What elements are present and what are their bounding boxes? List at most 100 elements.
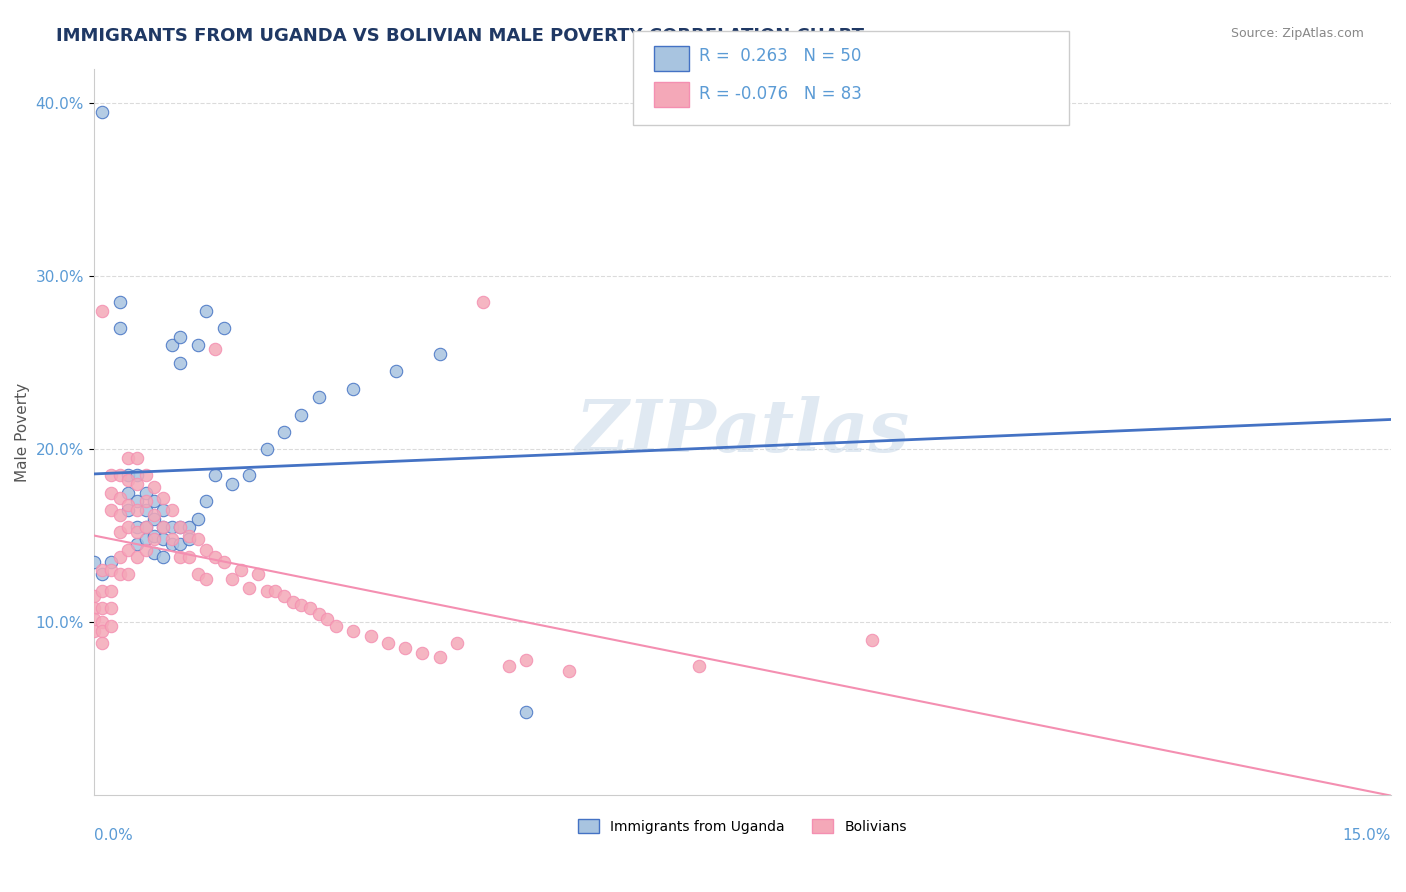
Point <box>83 601 105 615</box>
Point <box>108 321 131 335</box>
Point <box>125 503 148 517</box>
Point <box>221 476 243 491</box>
Point <box>135 494 157 508</box>
Point <box>100 584 122 599</box>
Point <box>108 295 131 310</box>
Point <box>83 555 105 569</box>
Point <box>152 520 174 534</box>
Point <box>152 520 174 534</box>
Point <box>187 533 209 547</box>
Point <box>204 549 226 564</box>
Point <box>143 529 166 543</box>
Text: 15.0%: 15.0% <box>1343 828 1391 843</box>
Point <box>117 520 139 534</box>
Y-axis label: Male Poverty: Male Poverty <box>15 383 30 482</box>
Point <box>308 390 330 404</box>
Point <box>385 364 408 378</box>
Point <box>91 615 114 630</box>
Point <box>160 503 183 517</box>
Text: R =  0.263   N = 50: R = 0.263 N = 50 <box>699 47 860 65</box>
Point <box>256 584 278 599</box>
Text: 0.0%: 0.0% <box>94 828 132 843</box>
Point <box>117 542 139 557</box>
Point <box>429 649 451 664</box>
Point <box>177 529 200 543</box>
Point <box>411 647 433 661</box>
Point <box>135 533 157 547</box>
Point <box>135 468 157 483</box>
Point <box>108 468 131 483</box>
Point <box>429 347 451 361</box>
Point <box>117 503 139 517</box>
Point <box>446 636 468 650</box>
Point <box>125 537 148 551</box>
Point <box>83 624 105 638</box>
Point <box>160 338 183 352</box>
Point <box>256 442 278 457</box>
Point <box>152 549 174 564</box>
Point <box>117 474 139 488</box>
Point <box>325 619 347 633</box>
Point <box>160 520 183 534</box>
Point <box>238 468 260 483</box>
Point <box>117 498 139 512</box>
Point <box>273 425 295 439</box>
Point <box>143 480 166 494</box>
Point <box>360 629 382 643</box>
Point <box>143 508 166 522</box>
Point <box>160 533 183 547</box>
Point <box>187 338 209 352</box>
Point <box>125 468 148 483</box>
Point <box>135 485 157 500</box>
Point <box>83 612 105 626</box>
Point <box>498 658 520 673</box>
Text: Source: ZipAtlas.com: Source: ZipAtlas.com <box>1230 27 1364 40</box>
Point <box>100 563 122 577</box>
Point <box>152 491 174 505</box>
Point <box>91 303 114 318</box>
Point <box>273 590 295 604</box>
Point <box>100 555 122 569</box>
Point <box>195 542 218 557</box>
Text: IMMIGRANTS FROM UGANDA VS BOLIVIAN MALE POVERTY CORRELATION CHART: IMMIGRANTS FROM UGANDA VS BOLIVIAN MALE … <box>56 27 865 45</box>
Point <box>83 590 105 604</box>
Point <box>281 594 304 608</box>
Point <box>515 653 537 667</box>
Point <box>100 503 122 517</box>
Point <box>169 549 191 564</box>
Point <box>117 566 139 581</box>
Point <box>204 468 226 483</box>
Point <box>169 520 191 534</box>
Point <box>394 641 416 656</box>
Point <box>169 520 191 534</box>
Point <box>117 468 139 483</box>
Point <box>221 572 243 586</box>
Point <box>125 476 148 491</box>
Point <box>177 549 200 564</box>
Point <box>108 491 131 505</box>
Point <box>229 563 252 577</box>
Point <box>125 450 148 465</box>
Point <box>143 546 166 560</box>
Point <box>117 485 139 500</box>
Point <box>91 624 114 638</box>
Point <box>143 533 166 547</box>
Point <box>91 584 114 599</box>
Point <box>135 520 157 534</box>
Point <box>135 520 157 534</box>
Point <box>377 636 399 650</box>
Point <box>100 468 122 483</box>
Point <box>108 525 131 540</box>
Point <box>125 549 148 564</box>
Point <box>91 601 114 615</box>
Point <box>143 511 166 525</box>
Point <box>860 632 883 647</box>
Point <box>688 658 710 673</box>
Point <box>342 624 364 638</box>
Point <box>187 511 209 525</box>
Point <box>108 549 131 564</box>
Point <box>264 584 287 599</box>
Point <box>187 566 209 581</box>
Point <box>100 619 122 633</box>
Point <box>100 485 122 500</box>
